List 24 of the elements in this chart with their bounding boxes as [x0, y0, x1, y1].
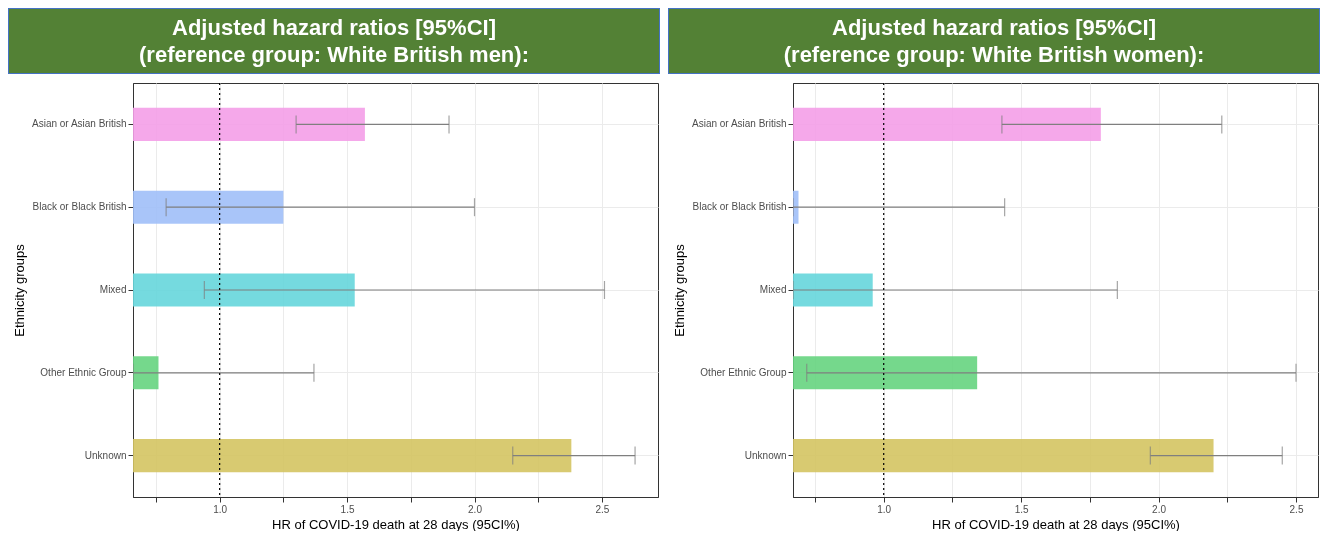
y-tick-label: Black or Black British [32, 201, 127, 213]
y-tick-label: Mixed [759, 284, 787, 295]
x-tick-label: 2.0 [468, 503, 483, 515]
y-axis-title: Ethnicity groups [12, 243, 28, 337]
x-axis-title: HR of COVID-19 death at 28 days (95CI%) [932, 516, 1180, 532]
x-axis-title: HR of COVID-19 death at 28 days (95CI%) [272, 516, 520, 532]
y-tick-label: Mixed [99, 284, 127, 295]
x-tick-label: 2.0 [1152, 503, 1167, 515]
y-tick-label: Black or Black British [692, 201, 787, 213]
x-tick-label: 2.5 [595, 503, 610, 515]
x-tick-label: 1.5 [340, 503, 355, 515]
x-tick-label: 1.0 [213, 503, 228, 515]
x-tick-label: 2.5 [1289, 503, 1304, 515]
y-tick-label: Unknown [744, 449, 787, 461]
x-tick-label: 1.0 [877, 503, 892, 515]
y-tick-label: Other Ethnic Group [40, 366, 127, 378]
y-axis-title: Ethnicity groups [672, 243, 688, 337]
chart-title: Adjusted hazard ratios [95%CI] (reference group: White British women): [668, 8, 1320, 74]
y-tick-label: Asian or Asian British [692, 118, 787, 130]
y-tick-label: Unknown [84, 449, 127, 461]
y-tick-label: Asian or Asian British [32, 118, 127, 130]
y-tick-label: Other Ethnic Group [700, 366, 787, 378]
x-tick-label: 1.5 [1014, 503, 1030, 515]
chart-title: Adjusted hazard ratios [95%CI] (reference group: White British men): [8, 8, 660, 74]
